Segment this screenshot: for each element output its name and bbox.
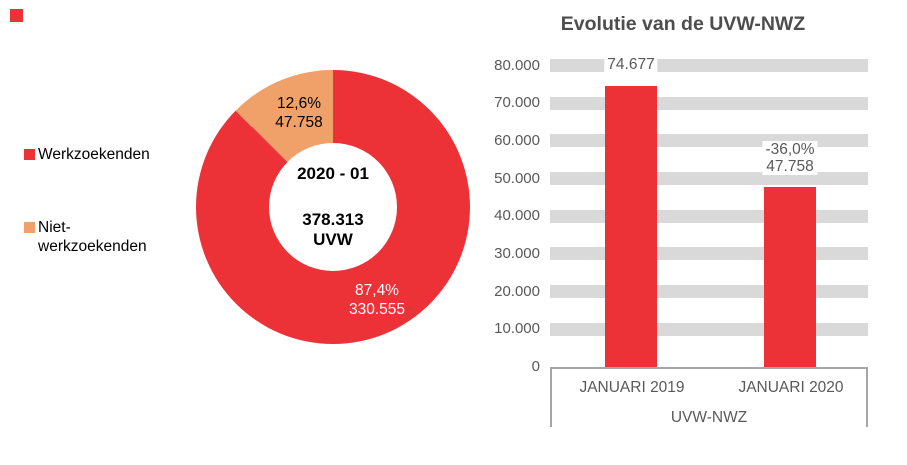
category-axis-box: [550, 367, 868, 427]
bar-value-label-januari-2019: 74.677: [604, 56, 658, 74]
gridline: [550, 285, 868, 299]
donut-hole: [269, 143, 397, 271]
category-label-januari-2019: JANUARI 2019: [579, 379, 685, 396]
y-axis-tick-label: 60.000: [494, 131, 540, 149]
legend-label-werkzoekenden: Werkzoekenden: [38, 146, 150, 163]
y-axis-tick-label: 30.000: [494, 244, 540, 262]
deco-red-square: [10, 9, 23, 22]
donut-slice-label-werkzoekenden: 87,4% 330.555: [348, 282, 406, 318]
gridline: [550, 96, 868, 110]
gridline: [550, 59, 868, 72]
gridline: [550, 209, 868, 223]
gridline: [550, 134, 868, 148]
y-axis-tick-label: 50.000: [494, 169, 540, 187]
y-axis-tick-label: 0: [531, 358, 540, 375]
y-axis-tick-label: 80.000: [494, 56, 540, 74]
bar-januari-2020: [764, 187, 816, 367]
y-axis-tick-label: 40.000: [494, 207, 540, 225]
bar-value-label-januari-2020: -36,0% 47.758: [762, 141, 818, 175]
donut-center-period: 2020 - 01: [297, 164, 369, 183]
donut-center-total: 378.313: [302, 210, 364, 229]
donut-center-unit: UVW: [313, 230, 353, 249]
legend-swatch-niet-werkzoekenden: [24, 222, 35, 233]
y-axis-tick-label: 70.000: [494, 94, 540, 112]
donut-chart: 2020 - 01 378.313 UVW: [196, 70, 470, 344]
y-axis-tick-label: 20.000: [494, 282, 540, 300]
gridline: [550, 322, 868, 336]
bar-januari-2019: [605, 86, 657, 367]
bar-chart-title: Evolutie van de UVW-NWZ: [560, 13, 806, 35]
gridline: [550, 172, 868, 186]
legend-item-werkzoekenden: Werkzoekenden: [24, 145, 150, 164]
legend-item-niet-werkzoekenden: Niet- werkzoekenden: [24, 218, 147, 256]
gridline: [550, 247, 868, 261]
legend-swatch-werkzoekenden: [24, 149, 35, 160]
donut-center-label: 2020 - 01 378.313 UVW: [196, 70, 470, 344]
category-label-januari-2020: JANUARI 2020: [738, 379, 844, 396]
x-axis-title: UVW-NWZ: [670, 409, 748, 426]
y-axis-tick-label: 10.000: [494, 320, 540, 338]
legend-label-niet-werkzoekenden: Niet- werkzoekenden: [38, 219, 147, 255]
donut-slice-label-niet-werkzoekenden: 12,6% 47.758: [275, 95, 323, 131]
